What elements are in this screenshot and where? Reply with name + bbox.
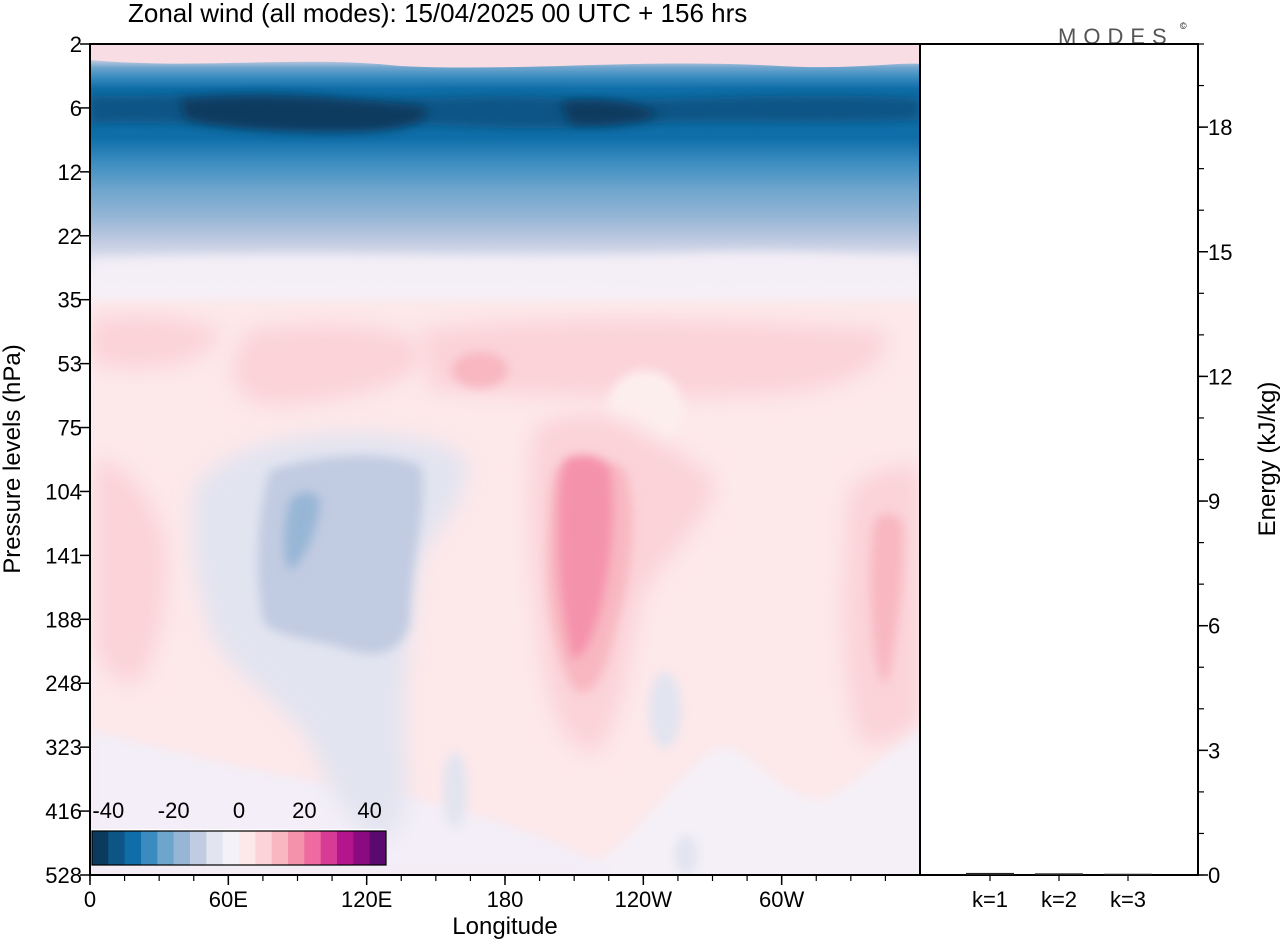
colorbar-swatch xyxy=(206,831,224,865)
colorbar-swatch xyxy=(337,831,354,865)
x-tick-label: 60E xyxy=(209,887,248,912)
colorbar-swatch xyxy=(320,831,338,865)
colorbar-swatch xyxy=(124,831,142,865)
energy-bar xyxy=(966,872,1014,875)
x-tick-label: 60W xyxy=(759,887,804,912)
x-tick-label: 120W xyxy=(615,887,673,912)
colorbar-swatch xyxy=(92,831,109,865)
energy-axis-label: Energy (kJ/kg) xyxy=(1254,382,1280,537)
energy-tick-label: 12 xyxy=(1208,364,1232,389)
y-tick-label: 53 xyxy=(58,352,82,377)
y-tick-label: 2 xyxy=(70,32,82,57)
colorbar-swatch xyxy=(288,831,305,865)
energy-tick-label: 3 xyxy=(1208,738,1220,763)
westerly-max-core xyxy=(558,455,613,659)
westerly-anomaly-40w-core xyxy=(870,513,904,683)
stratospheric-easterly-band xyxy=(90,44,920,279)
x-tick-label: 180 xyxy=(487,887,524,912)
westerly-band-180 xyxy=(420,319,885,398)
colorbar-label: -40 xyxy=(92,798,124,823)
colorbar-labels: -40 -20 0 20 40 xyxy=(92,798,381,823)
westerly-patch-60e xyxy=(233,325,424,405)
top-pink-fringe xyxy=(90,44,920,68)
y-tick-label: 248 xyxy=(45,671,82,696)
colorbar-label: 40 xyxy=(357,798,381,823)
energy-category-label: k=3 xyxy=(1110,887,1146,912)
energy-category-label: k=2 xyxy=(1041,887,1077,912)
colorbar-swatch xyxy=(353,831,371,865)
y-tick-label: 12 xyxy=(58,160,82,185)
westerly-spot-160e xyxy=(452,352,508,388)
colorbar-swatch xyxy=(108,831,126,865)
pressure-axis: 2 6 12 22 35 53 75 104 141 188 248 323 416 528 xyxy=(45,32,90,888)
colorbar-swatch xyxy=(304,831,322,865)
y-tick-label: 528 xyxy=(45,863,82,888)
y-tick-label: 35 xyxy=(58,288,82,313)
energy-tick-label: 0 xyxy=(1208,863,1220,888)
y-tick-label: 416 xyxy=(45,799,82,824)
westerly-patch-0 xyxy=(90,315,220,369)
x-tick-label: 0 xyxy=(84,887,96,912)
westerly-anomaly-0 xyxy=(95,460,167,683)
y-tick-label: 188 xyxy=(45,607,82,632)
easterly-spot-120w xyxy=(649,672,681,748)
colorbar-swatch xyxy=(173,831,191,865)
energy-axis: 0 3 6 9 12 15 18 xyxy=(1198,43,1232,888)
x-axis-label: Longitude xyxy=(452,913,557,940)
y-tick-label: 141 xyxy=(45,543,82,568)
energy-panel-frame xyxy=(919,43,1199,876)
easterly-anomaly-mid xyxy=(258,455,423,654)
energy-bar xyxy=(1035,873,1083,875)
colorbar-swatch xyxy=(157,831,175,865)
colorbar-swatch xyxy=(190,831,207,865)
easterly-anomaly-core xyxy=(284,492,320,570)
longitude-axis: 0 60E 120E 180 120W 60W xyxy=(84,875,887,912)
easterly-spot-170e xyxy=(443,752,467,828)
easterly-jet-maximum-east xyxy=(180,96,428,133)
y-tick-label: 22 xyxy=(58,224,82,249)
colorbar-swatches xyxy=(92,831,387,865)
colorbar: -40 -20 0 20 40 xyxy=(91,798,387,866)
energy-bar xyxy=(1104,873,1152,876)
colorbar-swatch xyxy=(222,831,240,865)
energy-tick-label: 9 xyxy=(1208,489,1220,514)
y-tick-label: 323 xyxy=(45,735,82,760)
logo-copyright-mark: © xyxy=(1180,21,1187,31)
easterly-jet-maximum-west xyxy=(560,99,660,126)
colorbar-swatch xyxy=(239,831,256,865)
chart-title: Zonal wind (all modes): 15/04/2025 00 UT… xyxy=(128,0,747,28)
colorbar-frame xyxy=(91,830,387,866)
energy-bars xyxy=(966,872,1152,876)
energy-categories: k=1 k=2 k=3 xyxy=(972,875,1146,912)
colorbar-swatch xyxy=(255,831,273,865)
energy-tick-label: 18 xyxy=(1208,115,1232,140)
y-tick-label: 75 xyxy=(58,416,82,441)
colorbar-swatch xyxy=(369,831,387,865)
zonal-wind-heatmap xyxy=(90,44,920,875)
y-tick-label: 104 xyxy=(45,479,82,504)
colorbar-swatch xyxy=(271,831,289,865)
y-axis-label: Pressure levels (hPa) xyxy=(0,344,26,573)
easterly-spot-surface xyxy=(674,835,698,875)
colorbar-swatch xyxy=(141,831,158,865)
energy-tick-label: 15 xyxy=(1208,240,1232,265)
y-tick-label: 6 xyxy=(70,96,82,121)
colorbar-label: 0 xyxy=(233,798,245,823)
energy-tick-label: 6 xyxy=(1208,614,1220,639)
zero-wind-transition xyxy=(90,252,920,286)
colorbar-label: -20 xyxy=(158,798,190,823)
x-tick-label: 120E xyxy=(341,887,392,912)
colorbar-label: 20 xyxy=(292,798,316,823)
energy-category-label: k=1 xyxy=(972,887,1008,912)
